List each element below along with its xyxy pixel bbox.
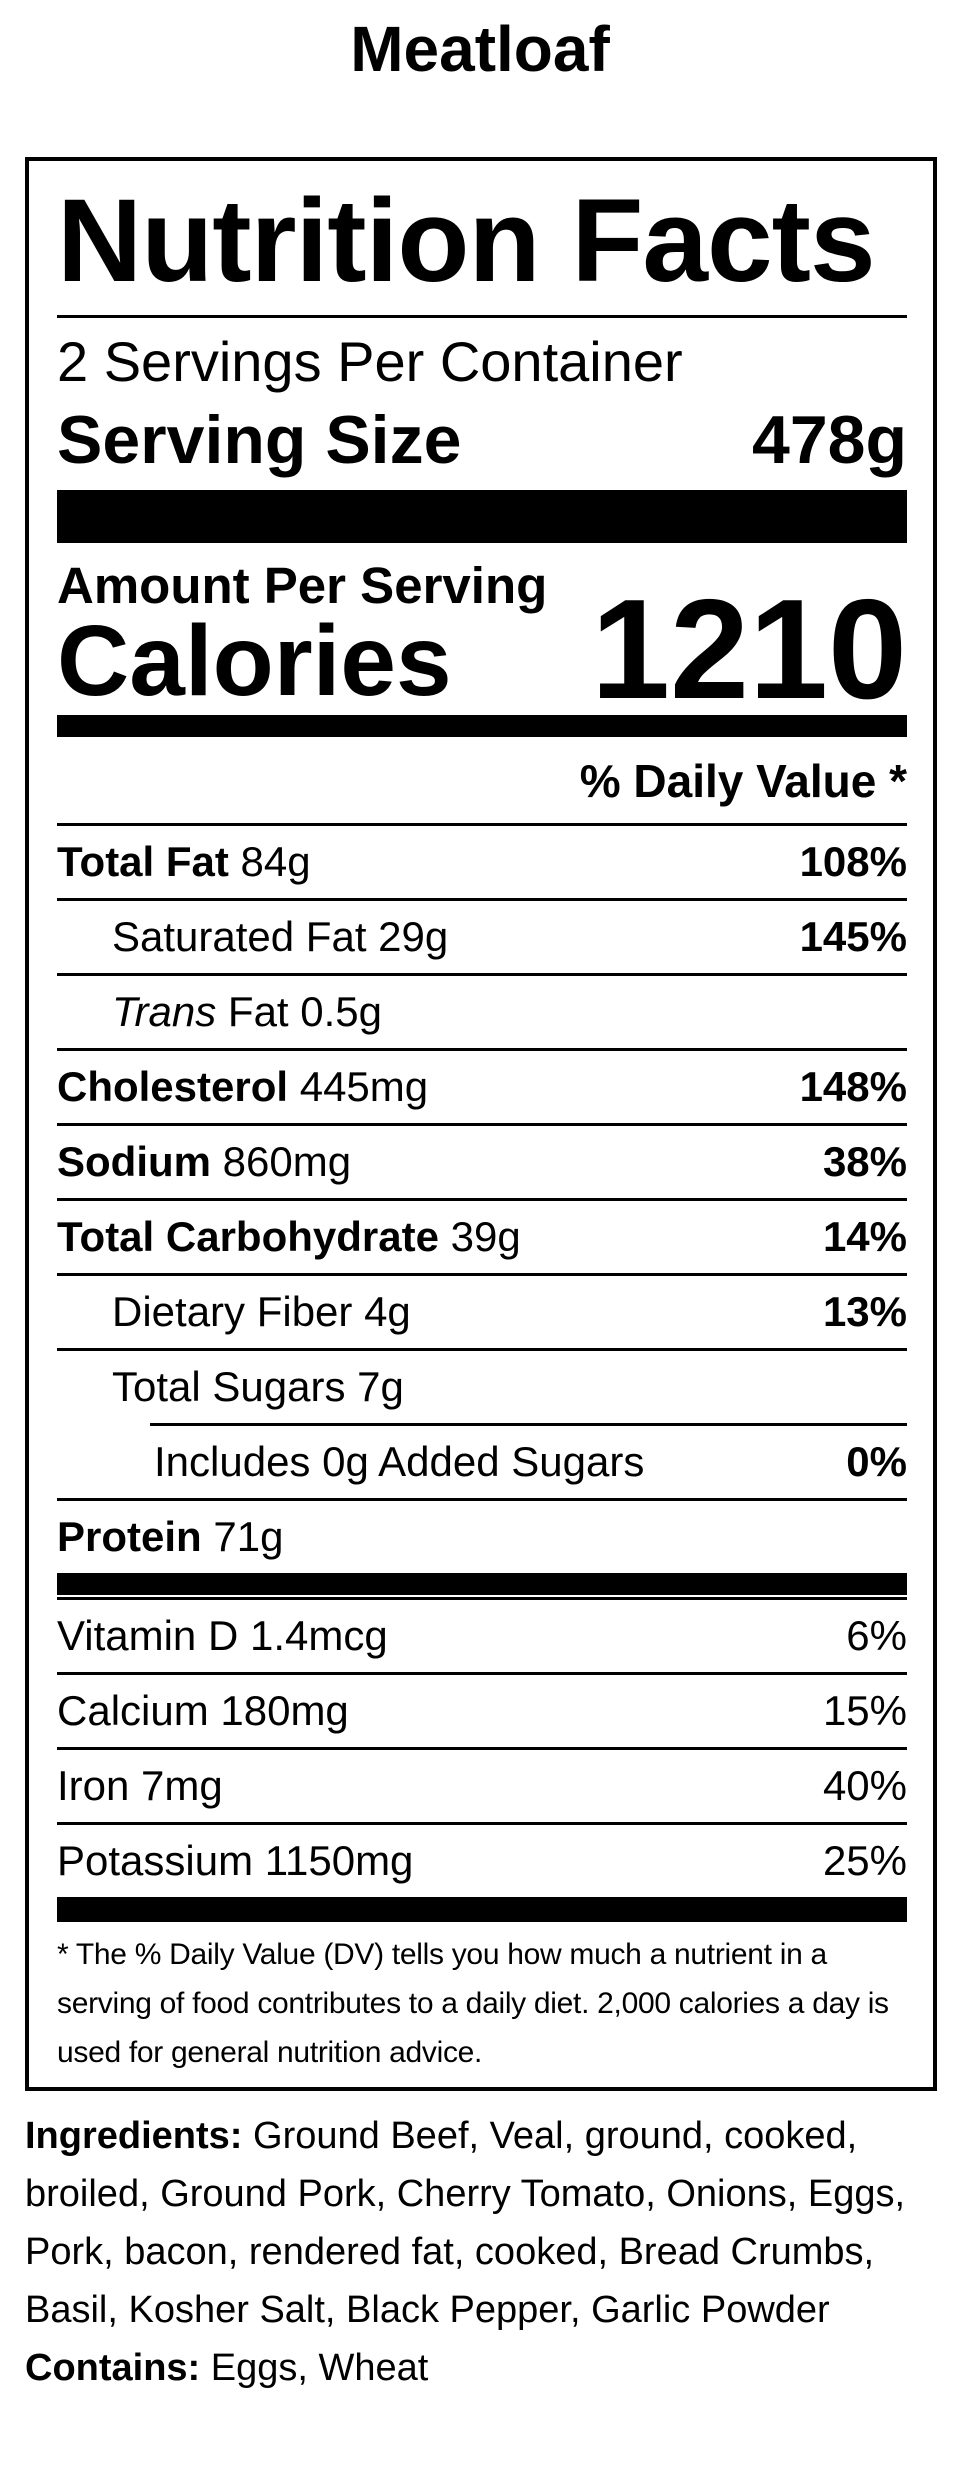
nutrient-name: Iron 7mg xyxy=(57,1762,223,1809)
amount-per-serving-label: Amount Per Serving xyxy=(57,557,548,614)
nutrient-name: Vitamin D 1.4mcg xyxy=(57,1612,388,1659)
nutrient-daily-value: 6% xyxy=(846,1612,907,1659)
nutrition-facts-label: Nutrition Facts 2 Servings Per Container… xyxy=(25,157,937,2091)
ingredients-label: Ingredients: xyxy=(25,2115,243,2157)
page-title: Meatloaf xyxy=(350,13,610,85)
nutrient-name: Potassium 1150mg xyxy=(57,1837,414,1884)
footnote-separator-bar xyxy=(57,1897,907,1922)
vitamin-row: Iron 7mg 40% xyxy=(57,1747,907,1822)
nutrient-row: Dietary Fiber 4g 13% xyxy=(57,1273,907,1348)
heading-divider xyxy=(57,315,907,318)
nutrient-name: Total Sugars 7g xyxy=(112,1363,404,1410)
nutrient-daily-value: 0% xyxy=(846,1438,907,1485)
nutrient-name: Includes 0g Added Sugars xyxy=(154,1438,645,1485)
nutrient-name: Cholesterol 445mg xyxy=(57,1063,429,1110)
protein-separator-rule xyxy=(57,1597,907,1600)
nutrient-name: Sodium 860mg xyxy=(57,1138,352,1185)
contains-line: Contains: Eggs, Wheat xyxy=(25,2339,935,2397)
nutrient-row: Trans Fat 0.5g xyxy=(57,973,907,1048)
nutrient-name: Dietary Fiber 4g xyxy=(112,1288,411,1335)
ingredients-text-value: Ground Beef, Veal, ground, cooked, broil… xyxy=(25,2115,906,2331)
nutrient-name: Calcium 180mg xyxy=(57,1687,349,1734)
protein-separator-bar xyxy=(57,1573,907,1595)
ingredients-line: Ingredients: Ground Beef, Veal, ground, … xyxy=(25,2107,935,2339)
contains-text-value: Eggs, Wheat xyxy=(210,2347,429,2389)
nutrient-daily-value: 25% xyxy=(822,1837,907,1884)
nutrient-name: Total Fat 84g xyxy=(57,838,311,885)
nutrient-name: Protein 71g xyxy=(57,1513,284,1560)
contains-label: Contains: xyxy=(25,2347,201,2389)
nutrient-daily-value: 145% xyxy=(799,913,907,960)
nutrient-daily-value: 38% xyxy=(822,1138,907,1185)
nutrient-name: Trans Fat 0.5g xyxy=(112,988,383,1035)
medium-separator-bar xyxy=(57,715,907,737)
nutrient-row: Saturated Fat 29g 145% xyxy=(57,898,907,973)
calories-value: 1210 xyxy=(591,570,907,729)
ingredients-section: Ingredients: Ground Beef, Veal, ground, … xyxy=(25,2107,935,2397)
vitamin-row: Potassium 1150mg 25% xyxy=(57,1822,907,1897)
thick-separator-bar xyxy=(57,490,907,543)
nutrient-row: Total Sugars 7g xyxy=(57,1348,907,1423)
daily-value-header: % Daily Value * xyxy=(57,737,907,826)
servings-per-container: 2 Servings Per Container xyxy=(57,330,683,393)
nutrient-name: Saturated Fat 29g xyxy=(112,913,449,960)
nutrition-facts-heading: Nutrition Facts xyxy=(57,175,876,307)
nutrient-rows: Total Fat 84g 108% Saturated Fat 29g 145% Tr… xyxy=(57,826,907,1573)
calories-block: Amount Per Serving Calories 1210 xyxy=(57,543,907,721)
nutrient-daily-value: 148% xyxy=(799,1063,907,1110)
nutrient-row: Cholesterol 445mg 148% xyxy=(57,1048,907,1123)
nutrient-daily-value: 40% xyxy=(822,1762,907,1809)
serving-size-row: Serving Size 478g xyxy=(57,400,907,480)
daily-value-footnote: * The % Daily Value (DV) tells you how m… xyxy=(57,1938,889,2069)
nutrient-row: Total Carbohydrate 39g 14% xyxy=(57,1198,907,1273)
nutrient-daily-value: 15% xyxy=(822,1687,907,1734)
vitamin-row: Vitamin D 1.4mcg 6% xyxy=(57,1600,907,1672)
nutrient-row: Includes 0g Added Sugars 0% xyxy=(150,1423,907,1498)
nutrient-daily-value: 13% xyxy=(822,1288,907,1335)
vitamin-rows: Vitamin D 1.4mcg 6% Calcium 180mg 15% Iron 7… xyxy=(57,1600,907,1897)
nutrient-daily-value: 14% xyxy=(822,1213,907,1260)
nutrient-row: Sodium 860mg 38% xyxy=(57,1123,907,1198)
nutrient-row: Total Fat 84g 108% xyxy=(57,826,907,898)
vitamin-row: Calcium 180mg 15% xyxy=(57,1672,907,1747)
serving-size-value: 478g xyxy=(752,402,907,478)
calories-label: Calories xyxy=(57,605,452,717)
nutrient-row: Protein 71g xyxy=(57,1498,907,1573)
serving-size-label: Serving Size xyxy=(57,402,462,478)
nutrient-name: Total Carbohydrate 39g xyxy=(57,1213,521,1260)
nutrient-daily-value: 108% xyxy=(799,838,907,885)
